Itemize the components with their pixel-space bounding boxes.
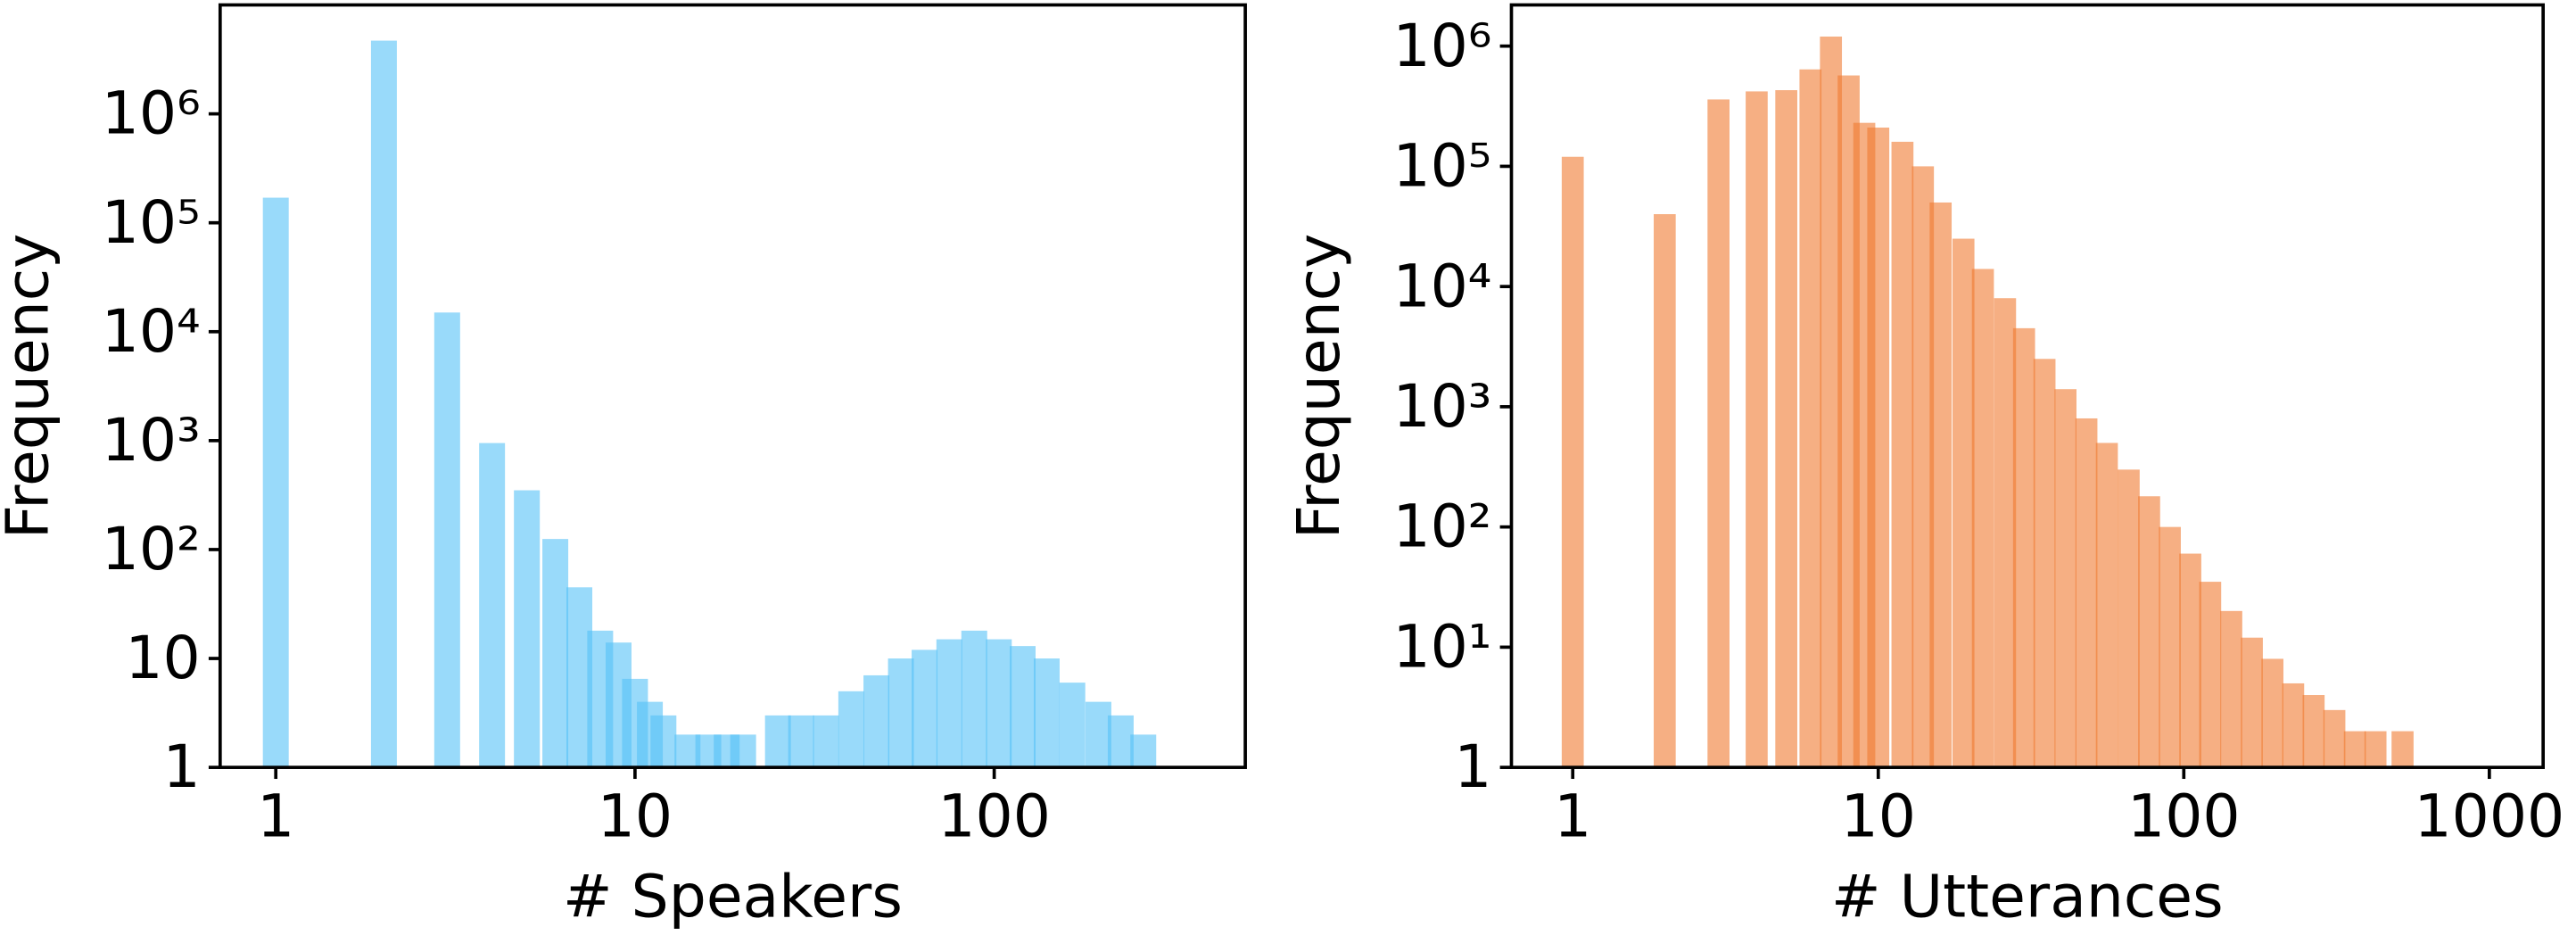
bar: [2159, 526, 2181, 768]
bar: [2199, 582, 2222, 768]
bar: [2343, 731, 2366, 768]
y-tick-label: 10³: [102, 405, 201, 475]
bar: [514, 490, 541, 768]
bar: [730, 734, 756, 768]
bar: [2095, 443, 2118, 768]
bar: [1010, 646, 1036, 768]
bar: [433, 312, 460, 768]
bar: [863, 674, 890, 768]
bar: [1561, 156, 1584, 768]
y-tick-label: 10⁴: [1392, 251, 1491, 320]
bar: [1994, 298, 2017, 768]
bar: [1775, 90, 1797, 768]
y-tick-label: 10²: [1392, 492, 1491, 561]
bar: [2012, 327, 2035, 768]
bar: [1059, 683, 1086, 768]
bar: [936, 639, 962, 768]
x-axis-label: # Speakers: [563, 862, 903, 931]
y-tick-label: 1: [163, 732, 201, 801]
bar: [2138, 496, 2160, 768]
y-tick-label: 1: [1454, 732, 1491, 801]
bar: [1799, 69, 1822, 768]
bar: [1867, 127, 1890, 768]
bar: [1085, 701, 1111, 768]
bar: [2364, 731, 2387, 768]
bar: [1952, 238, 1975, 768]
bar: [370, 40, 397, 768]
x-tick-label: 1000: [2414, 781, 2564, 850]
y-tick-label: 10²: [102, 514, 201, 583]
bar: [912, 650, 938, 768]
bar: [479, 443, 506, 768]
bar: [262, 197, 289, 768]
bar: [2118, 469, 2140, 768]
bar: [2302, 695, 2325, 768]
y-tick-label: 10⁴: [102, 296, 201, 366]
bar: [542, 539, 569, 768]
bar: [1746, 91, 1768, 768]
x-axis-label: # Utterances: [1831, 862, 2224, 931]
x-tick-label: 10: [1841, 781, 1916, 850]
bar: [2075, 418, 2098, 768]
plot-frame: [1509, 3, 2545, 769]
bar: [1971, 269, 1994, 768]
y-tick-label: 10⁵: [102, 187, 201, 257]
bar: [1654, 214, 1676, 768]
bar: [1891, 141, 1914, 768]
bar: [1107, 715, 1134, 768]
x-tick-label: 10: [598, 781, 673, 850]
bar: [2033, 359, 2056, 768]
x-tick-label: 100: [937, 781, 1051, 850]
y-tick-label: 10³: [1392, 371, 1491, 441]
bar: [2220, 610, 2242, 768]
bar: [888, 658, 914, 768]
bar: [813, 715, 839, 768]
y-axis-label: Frequency: [0, 234, 62, 539]
x-tick-label: 1: [1554, 781, 1591, 850]
y-tick-label: 10⁶: [102, 79, 201, 148]
bar: [2179, 553, 2201, 768]
bar: [1929, 202, 1953, 768]
bar: [2323, 709, 2346, 768]
bar: [961, 630, 987, 768]
y-tick-label: 10⁵: [1392, 131, 1491, 201]
bar: [2241, 637, 2263, 768]
y-axis-label: Frequency: [1284, 234, 1353, 540]
bar: [986, 639, 1012, 768]
bar: [2282, 683, 2305, 768]
y-tick-label: 10⁶: [1392, 11, 1491, 80]
bar: [2054, 389, 2076, 768]
y-tick-label: 10¹: [1392, 611, 1491, 681]
bar: [1707, 99, 1730, 768]
y-tick-label: 10: [125, 623, 200, 692]
bar: [2261, 658, 2283, 768]
bar: [2391, 731, 2414, 768]
plot-frame: [218, 3, 1247, 769]
x-tick-label: 1: [257, 781, 294, 850]
bar: [1130, 734, 1157, 768]
bar: [788, 715, 814, 768]
bar: [838, 691, 864, 768]
x-tick-label: 100: [2127, 781, 2241, 850]
bar: [650, 715, 677, 768]
bar: [764, 715, 791, 768]
bar: [1033, 658, 1060, 768]
